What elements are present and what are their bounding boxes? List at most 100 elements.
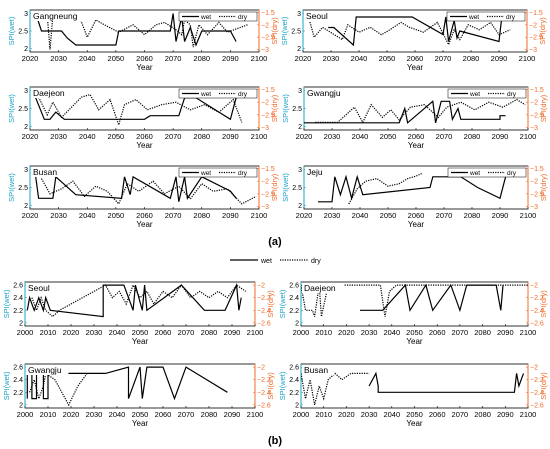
x-tick-label: 2030	[50, 211, 67, 220]
x-tick-label: 2090	[224, 328, 241, 337]
x-tick-label: 2030	[86, 410, 103, 419]
y-right-axis-label: SPI(dry)	[539, 94, 548, 122]
x-tick-label: 2050	[132, 410, 149, 419]
y-right-tick-label: −1.5	[529, 10, 543, 17]
title-background	[302, 283, 345, 293]
x-axis-label: Year	[136, 220, 153, 229]
y-right-axis-label: SPI(dry)	[270, 94, 279, 122]
series-wet-line	[26, 366, 228, 401]
legend-dry-label: dry	[238, 14, 248, 21]
y-left-tick-label: 2.5	[291, 29, 301, 36]
x-tick-label: 2090	[497, 410, 514, 419]
panel-7-seoul: 2000 2010 2020 2030 2040 2050 2060 2070 2080 2090…	[2, 281, 275, 346]
y-right-tick-label: −2.5	[530, 112, 544, 119]
x-axis-label: Year	[406, 337, 423, 346]
x-tick-label: 2100	[520, 410, 537, 419]
x-axis-label: Year	[406, 419, 423, 428]
shared-legend-wet-label: wet	[260, 258, 272, 265]
panel-5-busan: 2020 2030 2040 2050 2060 2070 2080 2090 2100 Year…	[7, 165, 279, 229]
y-left-tick-label: 2	[297, 46, 301, 53]
y-left-tick-label: 2	[19, 402, 23, 409]
x-tick-label: 2090	[491, 54, 508, 63]
y-left-tick-label: 2	[295, 320, 299, 327]
y-right-tick-label: −2.4	[530, 308, 544, 315]
x-axis-label: Year	[136, 63, 153, 72]
y-right-tick-label: −2	[530, 179, 538, 186]
x-tick-label: 2030	[361, 410, 378, 419]
series-dry-line	[31, 283, 247, 318]
x-tick-label: 2040	[79, 132, 96, 141]
y-left-tick-label: 2.5	[292, 106, 302, 113]
y-right-tick-label: −2.6	[530, 402, 544, 409]
panel-9-gwangju: 2000 2010 2020 2030 2040 2050 2060 2070 2080 2090…	[2, 363, 275, 428]
y-left-tick-label: 2.6	[13, 283, 23, 290]
x-tick-label: 2040	[79, 211, 96, 220]
legend-box	[178, 11, 258, 22]
y-right-tick-label: −2	[261, 100, 269, 107]
series-dry-line	[301, 372, 370, 406]
x-tick-label: 2000	[293, 410, 310, 419]
x-tick-label: 2060	[155, 410, 172, 419]
legend-box	[447, 167, 527, 178]
series-wet-line	[368, 371, 525, 393]
y-right-tick-label: −2	[261, 179, 269, 186]
y-right-tick-label: −2	[530, 100, 538, 107]
y-left-axis-label: SPI(wet)	[7, 94, 16, 123]
panel-1-gangneung: 2020 2030 2040 2050 2060 2070 2080 2090 2100 Year…	[7, 9, 279, 72]
x-tick-label: 2060	[407, 54, 424, 63]
x-tick-label: 2100	[251, 54, 268, 63]
y-right-tick-label: −2.4	[257, 390, 271, 397]
y-right-tick-label: −2.6	[257, 402, 271, 409]
y-right-tick-label: −2.5	[261, 191, 275, 198]
x-tick-label: 2100	[520, 211, 537, 220]
x-axis-label: Year	[408, 141, 425, 150]
x-tick-label: 2080	[193, 54, 210, 63]
y-left-tick-label: 2.4	[13, 377, 23, 384]
x-tick-label: 2050	[108, 211, 125, 220]
y-left-tick-label: 3	[298, 167, 302, 174]
x-tick-label: 2100	[247, 328, 264, 337]
x-tick-label: 2040	[352, 132, 369, 141]
y-right-axis-label: SPI(dry)	[270, 173, 279, 201]
x-tick-label: 2080	[464, 132, 481, 141]
title-background	[26, 283, 58, 293]
x-tick-label: 2050	[380, 211, 397, 220]
x-tick-label: 2100	[251, 211, 268, 220]
y-left-tick-label: 3	[298, 88, 302, 95]
y-left-tick-label: 2.6	[13, 365, 23, 372]
legend: wet dry	[178, 167, 258, 178]
legend-dry-label: dry	[238, 170, 248, 177]
x-tick-label: 2100	[251, 132, 268, 141]
x-tick-label: 2000	[17, 328, 34, 337]
y-right-tick-label: −3	[530, 125, 538, 132]
legend-dry-label: dry	[507, 170, 517, 177]
x-tick-label: 2100	[247, 410, 264, 419]
x-tick-label: 2040	[383, 410, 400, 419]
panel-title: Gangneung	[33, 11, 78, 21]
y-right-tick-label: −2.5	[261, 112, 275, 119]
x-tick-label: 2070	[452, 328, 469, 337]
y-left-axis-label: SPI(wet)	[281, 173, 290, 202]
legend-wet-label: wet	[468, 14, 479, 21]
x-tick-label: 2050	[380, 132, 397, 141]
y-left-tick-label: 2.6	[289, 365, 299, 372]
panel-title: Daejeon	[33, 88, 65, 98]
x-tick-label: 2090	[492, 132, 509, 141]
legend: wet dry	[178, 11, 258, 22]
x-tick-label: 2090	[492, 211, 509, 220]
y-right-tick-label: −1.5	[261, 87, 275, 94]
x-tick-label: 2010	[40, 410, 57, 419]
x-tick-label: 2000	[17, 410, 34, 419]
y-right-tick-label: −2.2	[257, 377, 271, 384]
x-tick-label: 2060	[136, 54, 153, 63]
x-tick-label: 2050	[406, 328, 423, 337]
legend-wet-label: wet	[200, 170, 211, 177]
panel-title: Jeju	[307, 167, 323, 177]
x-tick-label: 2030	[361, 328, 378, 337]
legend-wet-label: wet	[200, 14, 211, 21]
y-left-tick-label: 2.2	[289, 390, 299, 397]
title-background	[304, 11, 336, 21]
x-tick-label: 2060	[155, 328, 172, 337]
x-tick-label: 2080	[201, 328, 218, 337]
x-tick-label: 2080	[193, 211, 210, 220]
